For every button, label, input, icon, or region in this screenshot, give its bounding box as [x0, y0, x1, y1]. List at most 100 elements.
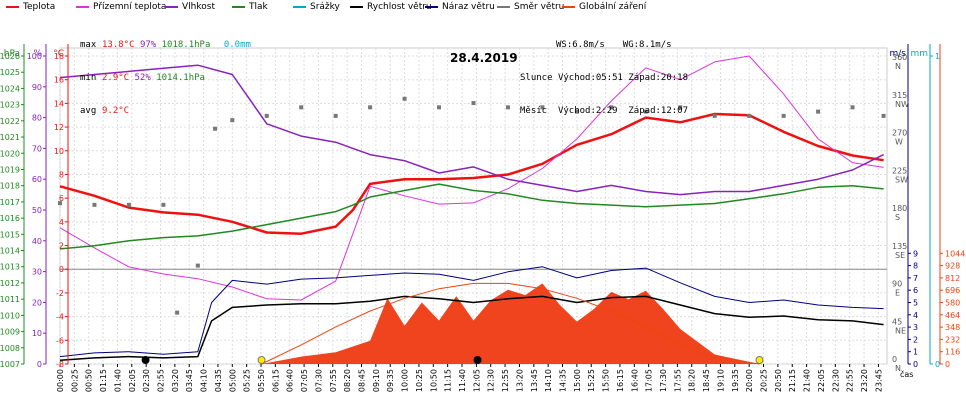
x-tick-label: 06:15	[271, 369, 280, 392]
legend-label: Teplota	[23, 2, 56, 12]
wind-dir-point	[161, 202, 166, 207]
tick-label-wind_ms: 5	[913, 299, 918, 308]
wind-dir-point	[230, 118, 235, 123]
series-lines	[58, 55, 886, 365]
tick-label-pressure_hpa: 1025	[0, 68, 20, 77]
wind-dir-deg: 90	[892, 280, 902, 289]
x-tick-label: 10:00	[401, 369, 410, 392]
legend-swatch	[350, 6, 363, 8]
legend-label: Vlhkost	[182, 2, 215, 12]
tick-label-humidity_pct: 60	[32, 175, 42, 184]
wind-dir-deg: 360	[892, 53, 907, 62]
x-tick-label: 22:05	[817, 369, 826, 392]
tick-label-temperature_c: -8	[56, 360, 64, 369]
x-tick-label: 01:40	[113, 369, 122, 392]
x-tick-label: 12:30	[487, 369, 496, 392]
x-tick-label: 13:45	[530, 369, 539, 392]
min-hum: 52%	[134, 73, 151, 83]
chart-title: 28.4.2019	[450, 51, 518, 65]
astro-info: WS:6.8m/s WG:8.1m/s Slunce Východ:05:51 Z…	[520, 40, 688, 116]
legend-label: Srážky	[310, 2, 340, 12]
tick-label-pressure_hpa: 1026	[0, 52, 20, 61]
legend-label: Globální záření	[579, 2, 647, 12]
legend-item: Srážky	[293, 2, 340, 12]
tick-label-humidity_pct: 70	[32, 144, 42, 153]
wind-dir-point	[299, 105, 304, 110]
tick-label-wind_ms: 2	[913, 335, 918, 344]
wind-dir-point	[195, 263, 200, 268]
legend-item: Rychlost větru	[350, 2, 432, 12]
min-temp: 2.9°C	[102, 73, 130, 83]
x-tick-label: 23:45	[874, 369, 883, 392]
x-tick-label: 19:10	[716, 369, 725, 392]
axis-unit-wind_ms: m/s	[890, 49, 907, 59]
tick-label-radiation_wm2: 580	[945, 299, 960, 308]
tick-label-temperature_c: 14	[54, 99, 64, 108]
x-tick-label: 05:50	[257, 369, 266, 392]
legend-swatch	[562, 6, 575, 8]
tick-label-radiation_wm2: 1044	[945, 249, 965, 258]
tick-label-radiation_wm2: 348	[945, 323, 960, 332]
sunset-marker	[755, 356, 764, 364]
x-tick-label: 20:50	[774, 369, 783, 392]
tick-label-radiation_wm2: 232	[945, 335, 960, 344]
tick-label-wind_ms: 3	[913, 323, 918, 332]
tick-label-wind_ms: 7	[913, 274, 918, 283]
tick-label-radiation_wm2: 928	[945, 262, 960, 271]
tick-label-pressure_hpa: 1008	[0, 344, 20, 353]
tick-label-temperature_c: 6	[59, 194, 64, 203]
tick-label-wind_ms: 0	[913, 360, 918, 369]
x-tick-label: 02:05	[128, 369, 137, 392]
x-tick-label: 17:30	[659, 369, 668, 392]
legend-swatch	[76, 6, 89, 8]
wind-dir-point	[540, 105, 545, 110]
x-tick-label: 15:00	[573, 369, 582, 392]
x-tick-label: 11:15	[444, 369, 453, 392]
max-rain: 0.0mm	[223, 40, 251, 50]
tick-label-radiation_wm2: 464	[945, 311, 960, 320]
legend-label: Tlak	[249, 2, 268, 12]
x-tick-label: 12:55	[501, 369, 510, 392]
x-tick-label: 03:45	[185, 369, 194, 392]
tick-label-pressure_hpa: 1007	[0, 360, 20, 369]
series-line	[261, 282, 760, 365]
tick-label-wind_ms: 9	[913, 249, 918, 258]
min-press: 1014.1hPa	[156, 73, 205, 83]
x-tick-label: 18:20	[688, 369, 697, 392]
wind-dir-point	[781, 113, 786, 118]
series-line	[59, 183, 884, 250]
x-tick-label: 23:20	[860, 369, 869, 392]
legend-item: Náraz větru	[425, 2, 495, 12]
legend-swatch	[165, 6, 178, 8]
wind-dir-point	[881, 113, 886, 118]
x-tick-label: 22:30	[831, 369, 840, 392]
wind-dir-name: SE	[895, 251, 905, 260]
tick-label-temperature_c: 8	[59, 170, 64, 179]
wind-dir-point	[333, 113, 338, 118]
wind-dir-deg: 270	[892, 129, 907, 138]
x-tick-label: 10:50	[429, 369, 438, 392]
x-tick-label: 05:25	[243, 369, 252, 392]
max-hum: 97%	[139, 40, 157, 50]
tick-label-pressure_hpa: 1019	[0, 165, 20, 174]
wind-dir-deg: 315	[892, 91, 907, 100]
legend-item: Tlak	[232, 2, 268, 12]
tick-label-temperature_c: 12	[54, 123, 64, 132]
x-tick-label: 12:05	[472, 369, 481, 392]
x-tick-label: 01:15	[99, 369, 108, 392]
tick-label-wind_ms: 4	[913, 311, 918, 320]
x-tick-label: 00:25	[70, 369, 79, 392]
legend-swatch	[6, 6, 19, 8]
axis-unit-rain_mm: mm	[910, 49, 928, 59]
wind-dir-point	[643, 109, 648, 114]
tick-label-pressure_hpa: 1017	[0, 198, 20, 207]
tick-label-pressure_hpa: 1022	[0, 117, 20, 126]
legend-item: Směr větru	[497, 2, 564, 12]
x-tick-label: 04:10	[200, 369, 209, 392]
stats-labels: max min avg	[80, 40, 97, 116]
wind-dir-point	[402, 96, 407, 101]
x-tick-label: 20:00	[745, 369, 754, 392]
x-tick-label: 17:05	[645, 369, 654, 392]
tick-label-pressure_hpa: 1018	[0, 182, 20, 191]
wind-dir-name: W	[895, 138, 903, 147]
